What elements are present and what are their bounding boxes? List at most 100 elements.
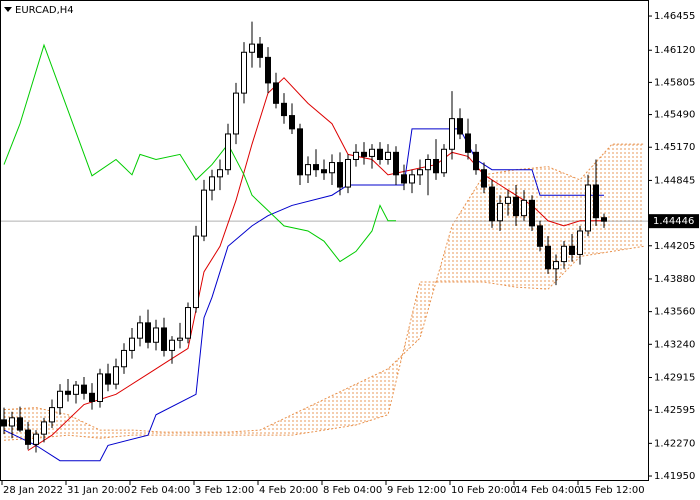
candle-body [417, 169, 423, 176]
candle-body [329, 162, 335, 174]
candle-body [249, 43, 255, 53]
candle-body [441, 148, 447, 174]
candle-body [81, 384, 87, 394]
candle-body [33, 433, 39, 445]
candle-body [521, 199, 527, 217]
candle-body [297, 128, 303, 176]
symbol-menu-icon[interactable] [4, 7, 12, 12]
candle-body [457, 118, 463, 135]
candle-body [265, 56, 271, 84]
candle-body [145, 322, 151, 343]
x-tick-label: 31 Jan 20:00 [67, 485, 130, 496]
plot-area [0, 21, 648, 462]
candle-body [481, 169, 487, 188]
candle-body [113, 366, 119, 385]
current-price-label: 1.44446 [653, 216, 694, 227]
candle-body [289, 115, 295, 130]
candle-body [601, 217, 607, 222]
candle-body [273, 82, 279, 104]
candle-body [241, 51, 247, 94]
candle-body [505, 196, 511, 204]
y-tick-label: 1.44845 [654, 175, 695, 186]
current-price-box [649, 214, 699, 229]
candle-body [89, 392, 95, 402]
candle-body [137, 322, 143, 339]
candle-body [553, 261, 559, 270]
x-tick-label: 15 Feb 12:00 [579, 485, 645, 496]
candle-body [593, 184, 599, 219]
candle-body [257, 43, 263, 58]
candle-body [369, 148, 375, 157]
candle-body [569, 245, 575, 255]
candle-body [529, 199, 535, 227]
candle-body [201, 189, 207, 237]
candle-body [385, 151, 391, 160]
candle-body [209, 176, 215, 191]
y-tick-label: 1.46120 [654, 45, 695, 56]
candle-body [97, 373, 103, 402]
x-tick-label: 4 Feb 20:00 [259, 485, 318, 496]
candle-body [225, 133, 231, 171]
candle-body [49, 407, 55, 423]
candle-body [585, 184, 591, 232]
candle-body [321, 169, 327, 174]
candle-body [233, 92, 239, 135]
candle-body [353, 151, 359, 160]
x-tick-label: 14 Feb 04:00 [515, 485, 581, 496]
cloud-fill [4, 144, 644, 441]
candle-body [153, 327, 159, 343]
chart-title: EURCAD,H4 [15, 5, 74, 16]
x-tick-label: 8 Feb 04:00 [323, 485, 382, 496]
candle-body [169, 339, 175, 351]
candle-body [337, 162, 343, 188]
x-tick-label: 9 Feb 12:00 [387, 485, 446, 496]
indicator-line [3, 128, 604, 462]
plot-frame [0, 0, 649, 481]
candle-body [577, 230, 583, 255]
candle-body [361, 151, 367, 157]
y-tick-label: 1.42595 [654, 405, 695, 416]
candle-body [401, 174, 407, 184]
y-tick-label: 1.44205 [654, 241, 695, 252]
x-tick-label: 28 Jan 2022 [3, 485, 63, 496]
y-tick-label: 1.43560 [654, 307, 695, 318]
y-tick-label: 1.46455 [654, 11, 695, 22]
candle-body [497, 202, 503, 222]
candle-body [561, 245, 567, 263]
x-tick-label: 2 Feb 04:00 [131, 485, 190, 496]
candle-body [313, 164, 319, 171]
y-tick-label: 1.43880 [654, 274, 695, 285]
candle-body [345, 158, 351, 188]
y-tick-label: 1.45170 [654, 142, 695, 153]
candle-body [41, 421, 47, 435]
candle-body [537, 225, 543, 247]
candle-body [185, 307, 191, 339]
candle-body [9, 417, 15, 427]
candle-body [121, 349, 127, 368]
candle-body [465, 133, 471, 153]
candle-body [17, 417, 23, 431]
candle-body [425, 158, 431, 171]
y-tick-label: 1.42915 [654, 372, 695, 383]
x-tick-label: 3 Feb 12:00 [195, 485, 254, 496]
y-tick-label: 1.41950 [654, 471, 695, 482]
candle-body [217, 169, 223, 178]
candle-body [105, 373, 111, 385]
y-tick-label: 1.42270 [654, 438, 695, 449]
candle-body [57, 390, 63, 409]
candle-body [193, 235, 199, 309]
candle-body [433, 158, 439, 174]
candle-body [73, 384, 79, 395]
candle-body [449, 118, 455, 150]
candle-body [393, 151, 399, 176]
x-tick-label: 10 Feb 20:00 [451, 485, 517, 496]
candle-body [161, 327, 167, 351]
y-tick-label: 1.45490 [654, 110, 695, 121]
candle-body [513, 196, 519, 217]
candle-body [305, 164, 311, 176]
candle-body [177, 337, 183, 341]
y-tick-label: 1.43240 [654, 339, 695, 350]
candle-body [489, 186, 495, 222]
cloud-span-a [3, 143, 644, 433]
